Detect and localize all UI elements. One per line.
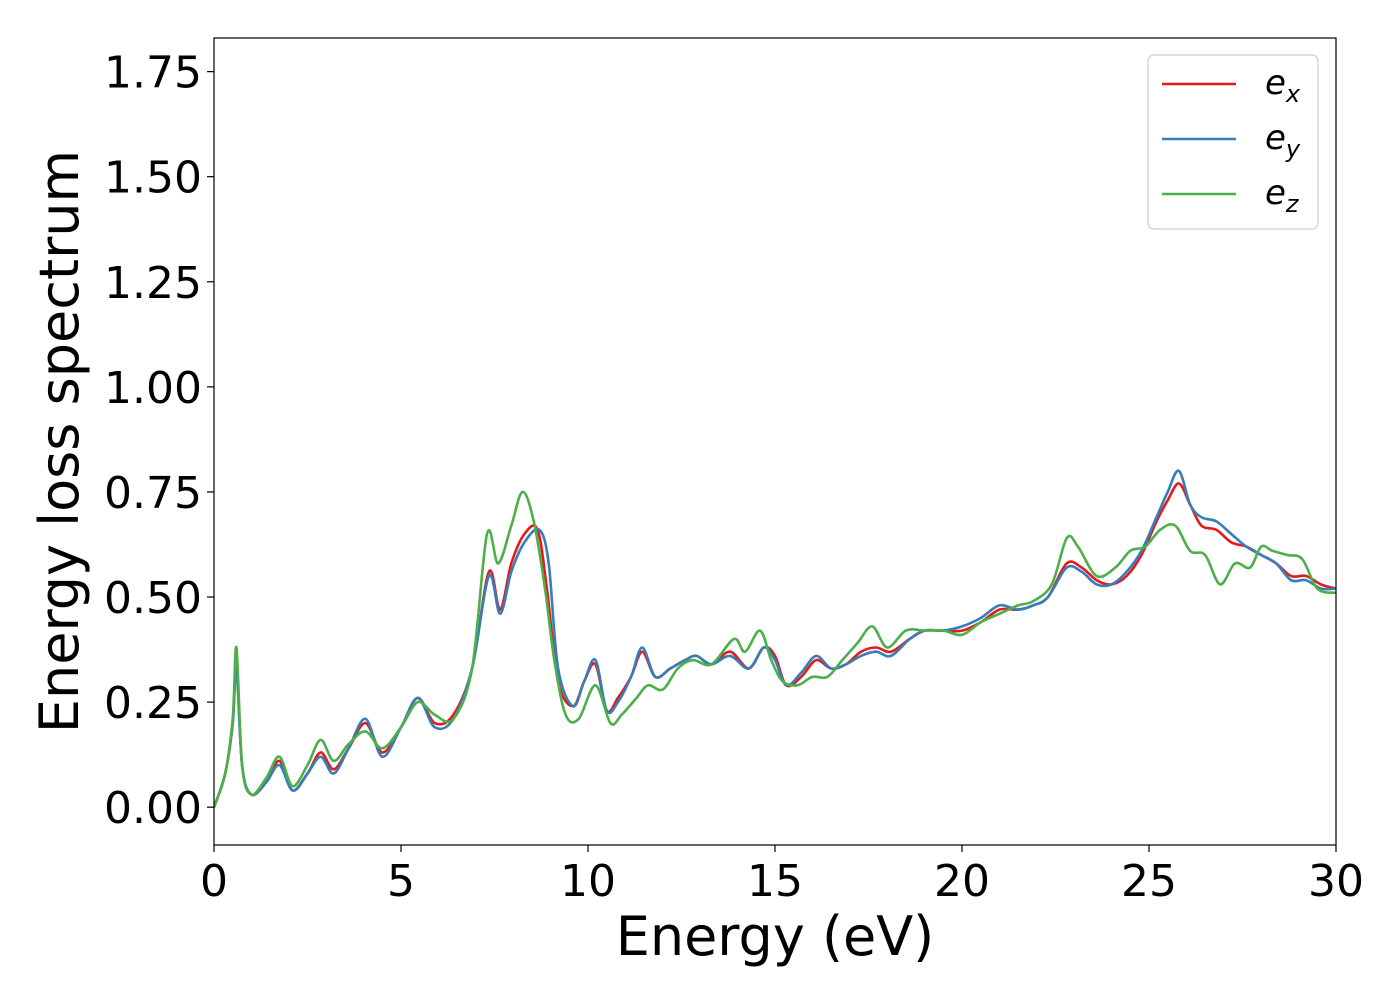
- y-tick-label: 0.75: [104, 468, 202, 519]
- y-tick-label: 0.25: [104, 678, 202, 729]
- y-tick-label: 1.25: [104, 258, 202, 309]
- series-line-y: [214, 469, 1336, 808]
- y-tick-label: 0.00: [104, 783, 202, 834]
- y-axis-label: Energy loss spectrum: [28, 150, 91, 733]
- x-tick-label: 0: [200, 856, 228, 907]
- x-tick-label: 25: [1121, 856, 1177, 907]
- x-tick-label: 10: [560, 856, 616, 907]
- y-tick-label: 1.50: [104, 153, 202, 204]
- series-line-x: [214, 482, 1336, 808]
- legend-label-y: ey: [1265, 118, 1301, 163]
- x-tick-label: 20: [934, 856, 990, 907]
- series-layer: [214, 469, 1336, 808]
- x-tick-label: 5: [387, 856, 415, 907]
- x-tick-label: 15: [747, 856, 803, 907]
- y-tick-label: 1.00: [104, 363, 202, 414]
- legend-label-x: ex: [1265, 63, 1301, 108]
- x-axis-label: Energy (eV): [616, 905, 935, 968]
- y-tick-label: 1.75: [104, 48, 202, 99]
- series-line-z: [214, 490, 1336, 808]
- y-tick-label: 0.50: [104, 573, 202, 624]
- legend-label-z: ez: [1265, 173, 1300, 218]
- ticks-layer: 0 5 10 15 20 25 30 0.00 0.25 0.50 0.75 1.00 1.25 1.50…: [104, 48, 1364, 907]
- legend: ex ey ez: [1147, 54, 1319, 230]
- legend-box: [1147, 54, 1319, 230]
- x-tick-label: 30: [1308, 856, 1364, 907]
